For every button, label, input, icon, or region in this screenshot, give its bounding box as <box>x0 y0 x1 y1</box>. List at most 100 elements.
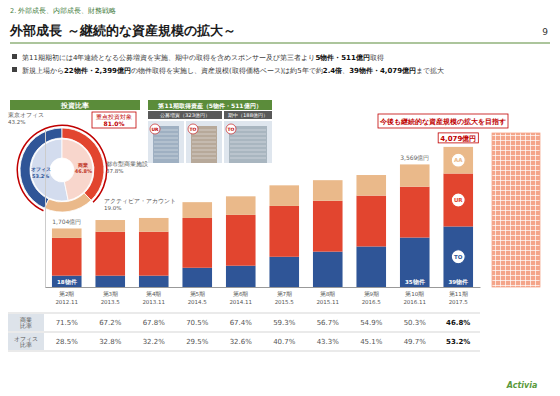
bullet-text: の物件取得を実施し、資産規模(取得価格ベース)は約5年で約 <box>131 67 323 75</box>
callout-text: 今後も継続的な資産規模の拡大を目指す <box>379 117 506 126</box>
x-tick-date: 2016.11 <box>403 299 426 305</box>
slice-value: 43.2% <box>8 119 25 125</box>
total-box <box>438 133 478 143</box>
table-cell: 43.3% <box>317 338 340 346</box>
bullet-text: 、 <box>342 67 349 75</box>
badge-text: UR <box>151 127 159 132</box>
slide-title: 外部成長 ～継続的な資産規模の拡大～ <box>9 23 236 38</box>
title-rule <box>10 42 550 43</box>
table-cell: 67.4% <box>230 319 253 327</box>
x-tick: 第10期 2016.11 <box>403 287 426 305</box>
focus-arc <box>16 125 107 212</box>
bullet-text: まで拡大 <box>416 67 444 75</box>
table-cell: 40.7% <box>273 338 296 346</box>
future-bar <box>492 133 540 287</box>
table-cell: 32.2% <box>143 338 166 346</box>
row-label: オフィス <box>14 336 38 342</box>
series-badge-label: UR <box>454 197 463 203</box>
x-tick-date: 2015.5 <box>275 299 295 305</box>
x-axis: 第2期2012.11第3期2013.5第4期2013.11第5期2014.5第6… <box>46 287 481 305</box>
panel-title: 投資比率 <box>60 101 89 110</box>
bar <box>139 218 169 232</box>
panel-header <box>10 100 140 110</box>
group-label: 公募増資（323億円） <box>160 112 210 118</box>
table-rule <box>8 351 480 352</box>
x-tick-label: 第3期 <box>103 291 119 297</box>
panel-header <box>148 100 272 110</box>
photo <box>224 121 272 163</box>
bullet-text: 5物件・511億円 <box>315 53 369 62</box>
bar <box>182 202 212 218</box>
slide: 2. 外部成長、内部成長、財務戦略外部成長 ～継続的な資産規模の拡大～9第11期… <box>0 0 560 396</box>
table-cell: 59.3% <box>273 319 296 327</box>
bar <box>443 226 473 287</box>
x-tick-date: 2014.11 <box>229 299 252 305</box>
badge <box>188 124 198 134</box>
bar <box>52 238 82 276</box>
bar <box>95 220 125 232</box>
photo <box>186 121 222 163</box>
callout-box <box>378 114 508 128</box>
x-tick-date: 2013.11 <box>142 299 165 305</box>
table-cell: 53.2% <box>446 338 470 346</box>
bar <box>182 268 212 287</box>
bar <box>182 218 212 268</box>
table-cell: 70.5% <box>186 319 209 327</box>
x-tick-date: 2016.5 <box>362 299 382 305</box>
y-axis-line <box>45 130 46 288</box>
total-label: 3,569億円 <box>400 154 429 161</box>
bar <box>95 232 125 276</box>
bullet-text: 第11期期初には4年連続となる公募増資を実施、期中の取得を含めスポンサー及び第三… <box>22 53 315 62</box>
x-tick: 第2期2012.11 <box>55 287 78 305</box>
table-cell: 67.8% <box>143 319 166 327</box>
x-tick-label: 第4期 <box>146 291 162 297</box>
table-cell: 49.7% <box>404 338 427 346</box>
x-tick: 第3期2013.5 <box>101 287 121 305</box>
bullet-text: 2.4倍 <box>323 66 342 75</box>
table-cell: 29.5% <box>186 338 209 346</box>
bar <box>356 196 386 247</box>
bar <box>356 175 386 196</box>
x-tick-label: 第5期 <box>190 291 206 297</box>
bar <box>443 174 473 227</box>
row-label: 商業 <box>20 316 32 323</box>
table-cell: 54.9% <box>360 319 383 327</box>
slice-name: 商業 <box>77 162 88 168</box>
slice-name: アクティビア・アカウント <box>104 198 176 204</box>
x-tick-date: 2017.5 <box>449 299 469 305</box>
total-label: 1,704億円 <box>52 218 81 225</box>
group-label: 期中（188億円） <box>228 112 268 118</box>
bar <box>269 185 299 206</box>
annotation-box <box>92 112 136 128</box>
badge-text: TO <box>228 127 235 132</box>
slice-name: 都市型商業施設 <box>106 160 148 167</box>
slice-value: 46.8% <box>75 168 92 174</box>
bullet-marker <box>12 54 17 59</box>
footer-logo: Activia <box>506 381 538 390</box>
series-badge <box>451 193 465 207</box>
table-cell: 71.5% <box>56 319 79 327</box>
bullet-text: 22物件・2,399億円 <box>64 66 131 75</box>
x-tick-date: 2015.11 <box>316 299 339 305</box>
table-cell: 50.3% <box>404 319 427 327</box>
donut-slice <box>62 128 104 200</box>
row-label: 比率 <box>20 341 32 348</box>
table-cell: 67.2% <box>99 319 122 327</box>
x-tick: 第9期2016.5 <box>362 287 382 305</box>
group-header <box>148 111 222 119</box>
donut-slice <box>62 139 93 200</box>
x-tick: 第8期2015.11 <box>316 287 339 305</box>
x-tick: 第11期2017.5 <box>449 287 469 305</box>
y-axis <box>45 130 46 288</box>
bar <box>400 238 430 287</box>
panel-title: 第11期取得資産（5物件・511億円） <box>157 102 261 110</box>
bar <box>226 266 256 287</box>
bar <box>443 147 473 174</box>
badge <box>226 124 236 134</box>
x-tick-date: 2014.5 <box>188 299 208 305</box>
bars <box>52 147 473 287</box>
x-tick-label: 第7期 <box>277 291 293 297</box>
x-tick-label: 第10期 <box>405 291 424 297</box>
table-cell: 46.8% <box>446 319 470 327</box>
bullet-text: 新規上場から <box>22 67 64 75</box>
